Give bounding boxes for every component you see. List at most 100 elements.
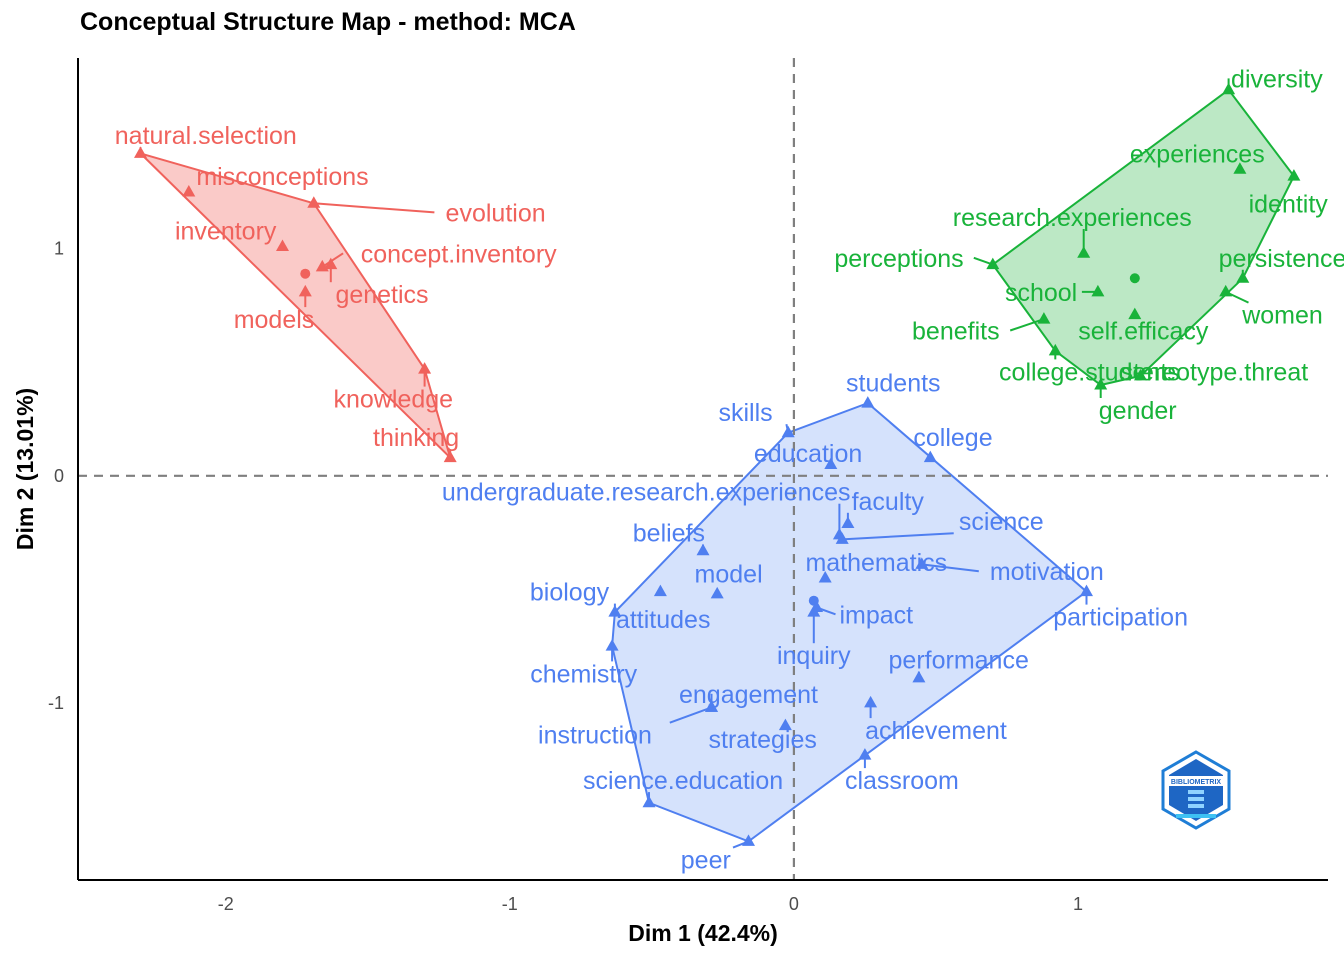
cluster-3-hull (611, 401, 1089, 843)
cluster-hulls (139, 88, 1296, 843)
label-persistence: persistence (1219, 245, 1344, 273)
label-models: models (234, 306, 315, 334)
point-skills (781, 425, 795, 438)
label-attitudes: attitudes (616, 606, 711, 634)
point-science (835, 532, 849, 544)
cluster-2-centroid (1129, 273, 1140, 284)
point-persistence (1236, 271, 1250, 283)
point-college-students (1048, 343, 1062, 356)
y-tick-label: -1 (48, 693, 64, 713)
leader-instruction (669, 706, 712, 724)
label-concept-inventory: concept.inventory (361, 240, 557, 268)
point-inventory (276, 239, 289, 251)
label-evolution: evolution (446, 199, 546, 227)
point-thinking (443, 450, 457, 463)
x-tick-label: 0 (789, 894, 799, 914)
point-college (923, 450, 937, 463)
point-faculty (841, 516, 855, 528)
label-science-education: science.education (583, 767, 783, 795)
point-natural-selection (134, 146, 147, 158)
leader-science (842, 532, 954, 541)
point-models (298, 284, 312, 297)
point-strategies (778, 718, 792, 731)
label-instruction: instruction (538, 722, 652, 750)
point-model (710, 586, 724, 599)
label-experiences: experiences (1130, 140, 1265, 168)
label-skills: skills (719, 399, 773, 427)
point-experiences (1233, 162, 1247, 174)
leader-motivation (921, 563, 979, 573)
label-women: women (1241, 302, 1323, 330)
svg-text:BIBLIOMETRIX: BIBLIOMETRIX (1171, 779, 1221, 786)
points (134, 82, 1301, 846)
label-chemistry: chemistry (530, 660, 637, 688)
y-tick-label: 0 (54, 466, 64, 486)
label-engagement: engagement (679, 681, 818, 709)
label-gender: gender (1099, 397, 1177, 425)
label-college-students: college.students (999, 358, 1180, 386)
point-stereotype-threat (1134, 368, 1147, 381)
point-biology (608, 605, 622, 617)
point-genetics (324, 257, 338, 270)
point-inquiry (807, 605, 821, 617)
point-self-efficacy (1128, 307, 1142, 320)
axes: -2 -1 0 1 -1 0 1 (48, 58, 1328, 914)
label-self-efficacy: self.efficacy (1078, 318, 1209, 346)
point-women (1219, 284, 1233, 297)
point-identity (1287, 169, 1301, 181)
point-attitudes (653, 584, 667, 597)
label-beliefs: beliefs (633, 520, 705, 548)
label-knowledge: knowledge (334, 386, 454, 414)
bibliometrix-logo: BIBLIOMETRIX (1161, 750, 1231, 830)
label-education: education (754, 440, 862, 468)
point-participation (1080, 584, 1093, 597)
point-research-experiences (1077, 246, 1091, 258)
label-participation: participation (1053, 604, 1188, 632)
point-perceptions (986, 257, 1000, 270)
cluster-2-hull (991, 88, 1296, 387)
point-diversity (1222, 82, 1236, 95)
point-knowledge (418, 362, 432, 374)
point-chemistry (605, 639, 619, 651)
point-benefits (1037, 312, 1051, 324)
label-strategies: strategies (709, 726, 817, 754)
y-axis-title: Dim 2 (13.01%) (12, 388, 38, 550)
label-achievement: achievement (865, 717, 1007, 745)
x-tick-label: 1 (1073, 894, 1083, 914)
point-gender (1094, 378, 1108, 390)
point-performance (912, 670, 926, 683)
y-tick-label: 1 (54, 239, 64, 259)
point-science-education (642, 795, 656, 808)
leader-concept-inventory (321, 252, 344, 268)
chart-title: Conceptual Structure Map - method: MCA (80, 8, 576, 36)
label-college: college (913, 424, 992, 452)
label-stereotype-threat: stereotype.threat (1121, 358, 1309, 386)
label-thinking: thinking (373, 424, 459, 452)
leader-benefits (1009, 318, 1045, 332)
label-benefits: benefits (912, 318, 1000, 346)
cluster-1-centroid (300, 268, 311, 279)
point-instruction (705, 700, 718, 712)
label-research-experiences: research.experiences (953, 204, 1192, 232)
point-evolution (307, 196, 321, 208)
label-performance: performance (889, 647, 1029, 675)
label-undergraduate-research-experiences: undergraduate.research.experiences (442, 479, 851, 507)
label-natural-selection: natural.selection (115, 122, 297, 150)
point-classroom (858, 748, 872, 760)
label-identity: identity (1249, 190, 1329, 218)
label-model: model (695, 561, 763, 589)
point-achievement (864, 695, 878, 708)
label-misconceptions: misconceptions (196, 163, 368, 191)
label-science: science (959, 508, 1044, 536)
point-students (861, 396, 875, 408)
point-mathematics (818, 571, 832, 583)
label-students: students (846, 370, 941, 398)
label-genetics: genetics (335, 281, 428, 309)
point-beliefs (696, 543, 710, 556)
x-tick-label: -2 (218, 894, 234, 914)
label-school: school (1005, 279, 1077, 307)
point-education (824, 457, 838, 469)
label-inquiry: inquiry (777, 642, 851, 670)
point-labels: natural.selection misconceptions evolution… (115, 65, 1344, 874)
